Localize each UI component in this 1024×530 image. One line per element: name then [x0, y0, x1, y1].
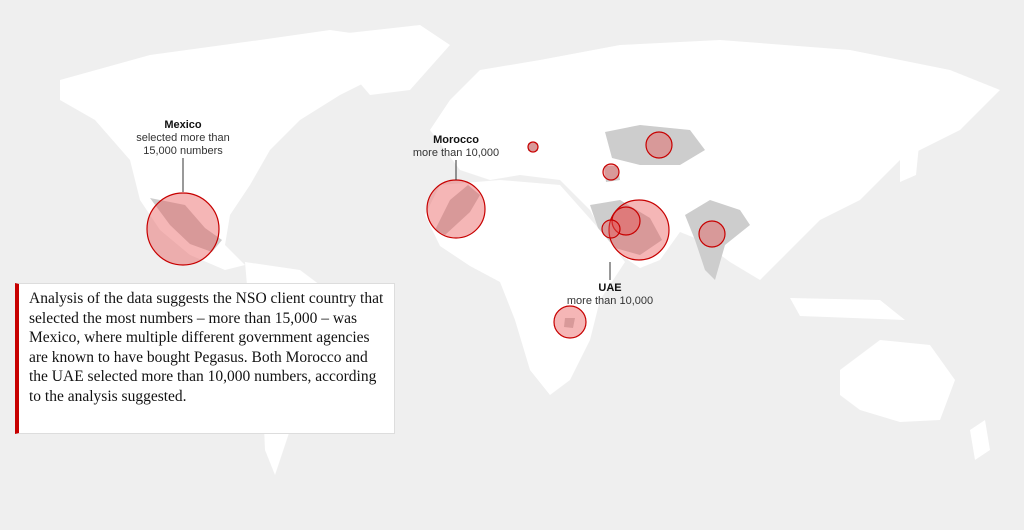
annotation-text: 15,000 numbers	[143, 145, 223, 157]
highlighted-countries	[150, 125, 750, 328]
annotation-title: Mexico	[164, 119, 202, 131]
bubble	[698, 220, 726, 248]
bubble	[608, 199, 670, 261]
leaders	[182, 158, 611, 280]
bubble	[611, 206, 641, 236]
bubble	[553, 305, 587, 339]
land	[60, 25, 1000, 475]
bubbles	[146, 131, 726, 339]
bubble	[527, 141, 539, 153]
annotation-text: more than 10,000	[413, 147, 499, 159]
bubble	[146, 192, 220, 266]
bubble	[426, 179, 486, 239]
annotation-text: more than 10,000	[567, 295, 653, 307]
bubble	[645, 131, 673, 159]
bubble	[602, 163, 620, 181]
bubble	[601, 219, 621, 239]
annotation-title: UAE	[598, 282, 621, 294]
annotation-text: selected more than	[136, 132, 230, 144]
annotation-title: Morocco	[433, 134, 479, 146]
caption-box: Analysis of the data suggests the NSO cl…	[15, 283, 395, 434]
